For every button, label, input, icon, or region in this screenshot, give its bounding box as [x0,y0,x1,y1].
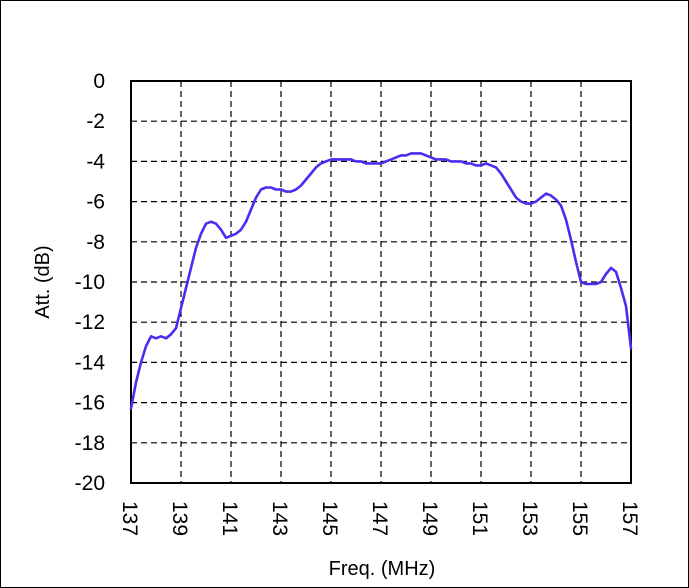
y-tick-label: -4 [86,150,105,173]
y-tick-label: -10 [75,271,105,294]
x-tick-label: 153 [518,501,541,536]
x-tick-label: 139 [168,501,191,536]
y-tick-label: -6 [86,191,105,214]
x-tick-label: 141 [218,501,241,536]
x-tick-label: 145 [318,501,341,536]
grid-lines [131,81,631,483]
x-axis-title: Freq. (MHz) [329,558,436,580]
x-tick-label: 149 [418,501,441,536]
y-tick-label: -12 [75,311,105,334]
y-tick-label: -2 [86,110,105,133]
y-axis-title: Att. (dB) [32,245,54,318]
x-tick-label: 137 [118,501,141,536]
series-line [129,152,633,410]
x-axis: 137 139 141 143 145 147 149 151 153 155 157 [118,501,641,536]
plot-frame [130,80,632,484]
y-tick-label: -8 [86,231,105,254]
x-tick-label: 155 [568,501,591,536]
y-tick-label: -18 [75,432,105,455]
y-tick-label: -14 [75,351,106,374]
y-tick-label: -20 [75,472,105,495]
y-axis: 0 -2 -4 -6 -8 -10 -12 -14 -16 -18 -20 [75,70,106,495]
x-tick-label: 143 [268,501,291,536]
y-tick-label: -16 [75,392,105,415]
x-tick-label: 157 [618,501,641,536]
x-tick-label: 147 [368,501,391,536]
x-tick-label: 151 [468,501,491,536]
y-tick-label: 0 [93,70,105,93]
series-layer [129,152,633,410]
